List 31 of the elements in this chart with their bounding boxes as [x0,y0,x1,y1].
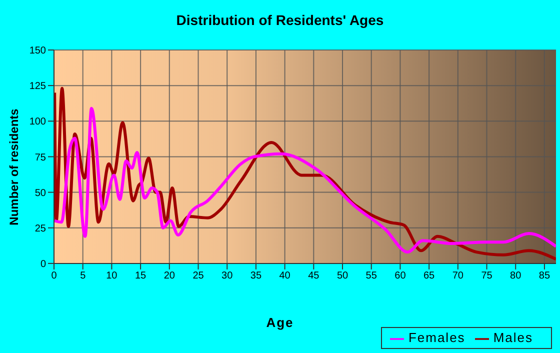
x-axis-title: Age [265,315,295,330]
x-tick-label: 60 [394,270,406,282]
x-tick-label: 70 [452,270,464,282]
x-tick-label: 80 [510,270,522,282]
y-axis-title: Number of residents [7,108,21,226]
y-tick-label: 0 [40,258,46,270]
y-tick-label: 50 [34,188,46,199]
x-tick-label: 65 [423,270,436,282]
x-tick-label: 20 [164,270,176,282]
x-tick-label: 40 [279,270,291,282]
x-tick-label: 15 [134,270,147,282]
x-tick-label: 10 [106,270,118,282]
x-tick-label: 35 [250,270,262,282]
line-series [54,106,556,254]
y-tick-label: 125 [29,81,46,92]
x-tick-label: 85 [538,270,550,282]
x-tick-label: 50 [336,270,349,282]
x-tick-label: 0 [51,270,58,282]
legend-label: Males [493,330,533,346]
x-tick-label: 5 [80,270,86,282]
y-tick-label: 150 [29,46,46,57]
chart-title: Distribution of Residents' Ages [175,12,385,28]
legend-label: Females [408,330,466,346]
y-tick-label: 25 [34,223,46,234]
y-tick-label: 75 [34,152,46,164]
x-tick-label: 45 [308,270,320,282]
x-tick-label: 55 [366,270,378,282]
x-tick-label: 75 [481,270,493,282]
x-tick-label: 30 [222,270,234,282]
x-tick-label: 25 [192,270,204,282]
y-tick-label: 100 [29,116,46,128]
